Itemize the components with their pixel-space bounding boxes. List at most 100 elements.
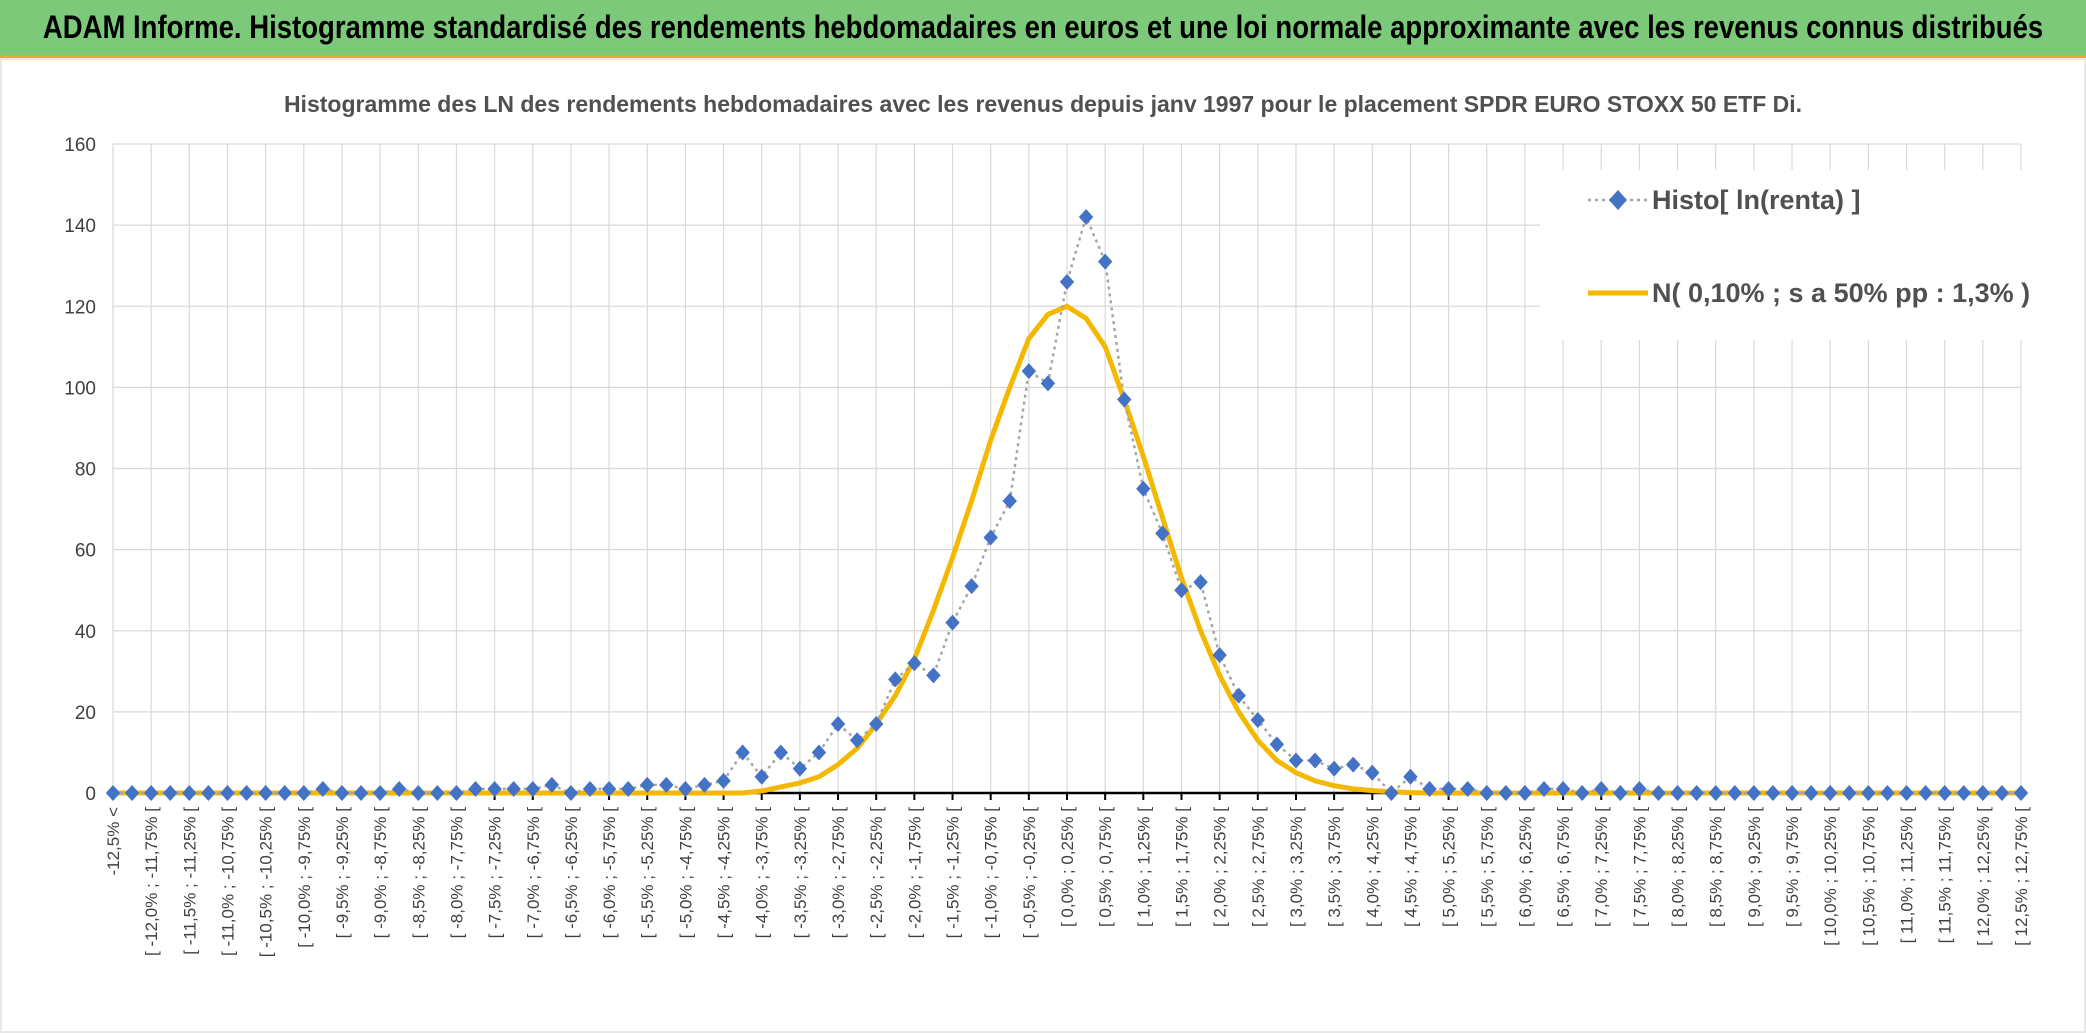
histo-point-9: [277, 785, 292, 801]
y-tick-label-0: 0: [85, 784, 96, 805]
histo-point-3: [163, 785, 178, 801]
x-tick-label-74: [ 6,0% ; 6,25% [: [1516, 807, 1535, 927]
x-tick-label-48: [ -0,5% ; -0,25% [: [1020, 807, 1039, 939]
histo-point-98: [1975, 785, 1991, 801]
histo-point-18: [449, 785, 464, 801]
histo-point-76: [1555, 780, 1571, 797]
histo-point-82: [1670, 785, 1685, 801]
x-tick-label-68: [ 4,5% ; 4,75% [: [1401, 807, 1420, 927]
x-tick-label-20: [ -7,5% ; -7,25% [: [486, 807, 505, 939]
histo-point-45: [964, 578, 979, 595]
x-tick-label-94: [ 11,0% ; 11,25% [: [1898, 807, 1917, 944]
x-tick-label-66: [ 4,0% ; 4,25% [: [1363, 807, 1382, 927]
legend-histo-marker: [1609, 190, 1627, 210]
histo-point-41: [888, 671, 903, 688]
x-tick-label-38: [ -3,0% ; -2,75% [: [829, 807, 848, 939]
histo-point-88: [1784, 785, 1800, 801]
histo-point-21: [506, 780, 521, 797]
histo-point-78: [1594, 780, 1609, 797]
histo-point-30: [678, 780, 693, 797]
x-tick-label-58: [ 2,0% ; 2,25% [: [1211, 807, 1230, 927]
histo-point-24: [563, 785, 579, 801]
histo-point-33: [735, 744, 750, 761]
x-tick-label-8: [ -10,5% ; -10,25% [: [257, 807, 276, 958]
y-tick-label-3: 60: [75, 541, 96, 562]
histo-point-26: [601, 780, 617, 797]
histo-point-49: [1040, 375, 1056, 392]
x-tick-label-44: [ -1,5% ; -1,25% [: [944, 807, 963, 939]
x-tick-label-98: [ 12,0% ; 12,25% [: [1974, 807, 1993, 946]
histo-point-44: [945, 614, 960, 631]
x-tick-label-76: [ 6,5% ; 6,75% [: [1554, 807, 1573, 927]
x-tick-label-46: [ -1,0% ; -0,75% [: [982, 807, 1001, 939]
y-tick-label-8: 160: [64, 135, 96, 156]
histo-point-39: [849, 732, 865, 749]
x-tick-label-82: [ 8,0% ; 8,25% [: [1669, 807, 1688, 927]
x-tick-label-70: [ 5,0% ; 5,25% [: [1440, 807, 1459, 927]
y-tick-label-2: 40: [75, 622, 96, 643]
histo-point-83: [1689, 785, 1704, 801]
x-tick-label-14: [ -9,0% ; -8,75% [: [371, 807, 390, 939]
x-tick-label-10: [ -10,0% ; -9,75% [: [295, 807, 314, 948]
x-tick-label-60: [ 2,5% ; 2,75% [: [1249, 807, 1268, 927]
histo-point-69: [1422, 780, 1437, 797]
y-axis: 0 20 40 60 80 100 120 140 160: [64, 135, 96, 805]
histo-point-27: [620, 780, 636, 797]
x-tick-label-80: [ 7,5% ; 7,75% [: [1630, 807, 1649, 927]
x-tick-label-36: [ -3,5% ; -3,25% [: [791, 807, 810, 939]
histo-point-51: [1078, 209, 1094, 226]
x-tick-label-50: [ 0,0% ; 0,25% [: [1058, 807, 1077, 927]
x-tick-label-24: [ -6,5% ; -6,25% [: [562, 807, 581, 939]
histo-point-73: [1498, 785, 1514, 801]
x-tick-label-28: [ -5,5% ; -5,25% [: [638, 807, 657, 939]
histo-point-16: [411, 785, 426, 801]
histo-point-85: [1727, 785, 1742, 801]
histo-point-87: [1765, 785, 1781, 801]
x-tick-label-6: [ -11,0% ; -10,75% [: [218, 807, 237, 956]
histo-point-19: [468, 780, 483, 797]
x-tick-label-4: [ -11,5% ; -11,25% [: [180, 807, 199, 955]
histo-point-32: [716, 772, 731, 789]
histo-point-31: [697, 776, 712, 793]
x-tick-label-0: -12,5% <: [104, 807, 123, 876]
histo-point-92: [1861, 785, 1876, 801]
x-tick-label-52: [ 0,5% ; 0,75% [: [1096, 807, 1115, 927]
x-tick-label-88: [ 9,5% ; 9,75% [: [1783, 807, 1802, 927]
x-tick-label-96: [ 11,5% ; 11,75% [: [1936, 807, 1955, 944]
histo-point-59: [1231, 687, 1246, 704]
x-tick-label-12: [ -9,5% ; -9,25% [: [333, 807, 352, 939]
report-title: ADAM Informe. Histogramme standardisé de…: [42, 9, 2044, 45]
histo-point-6: [220, 785, 235, 801]
histo-point-17: [430, 785, 445, 801]
histo-point-15: [392, 780, 407, 797]
histo-point-38: [830, 716, 846, 733]
histo-point-70: [1441, 780, 1456, 797]
y-tick-label-5: 100: [64, 378, 96, 399]
x-tick-label-64: [ 3,5% ; 3,75% [: [1325, 807, 1344, 927]
x-tick-label-62: [ 3,0% ; 3,25% [: [1287, 807, 1306, 927]
histo-point-35: [773, 744, 788, 761]
histo-point-53: [1117, 391, 1132, 408]
histo-point-29: [659, 776, 674, 793]
histo-point-91: [1842, 785, 1857, 801]
histo-point-64: [1326, 760, 1342, 777]
histo-point-0: [105, 785, 121, 801]
histo-point-74: [1517, 785, 1533, 801]
x-tick-label-86: [ 9,0% ; 9,25% [: [1745, 807, 1764, 927]
x-tick-label-54: [ 1,0% ; 1,25% [: [1134, 807, 1153, 927]
x-tick-label-26: [ -6,0% ; -5,75% [: [600, 807, 619, 939]
histo-point-48: [1021, 363, 1037, 380]
histo-point-90: [1823, 785, 1838, 801]
histo-point-42: [907, 655, 922, 672]
histo-point-72: [1479, 785, 1494, 801]
histo-point-94: [1899, 785, 1914, 801]
x-tick-label-56: [ 1,5% ; 1,75% [: [1172, 807, 1191, 927]
histo-point-58: [1212, 647, 1227, 664]
histo-point-96: [1937, 785, 1952, 801]
x-tick-label-100: [ 12,5% ; 12,75% [: [2012, 807, 2031, 946]
histo-point-34: [754, 768, 769, 785]
histo-point-13: [353, 785, 369, 801]
histo-point-63: [1307, 752, 1323, 769]
histo-point-40: [869, 716, 884, 733]
